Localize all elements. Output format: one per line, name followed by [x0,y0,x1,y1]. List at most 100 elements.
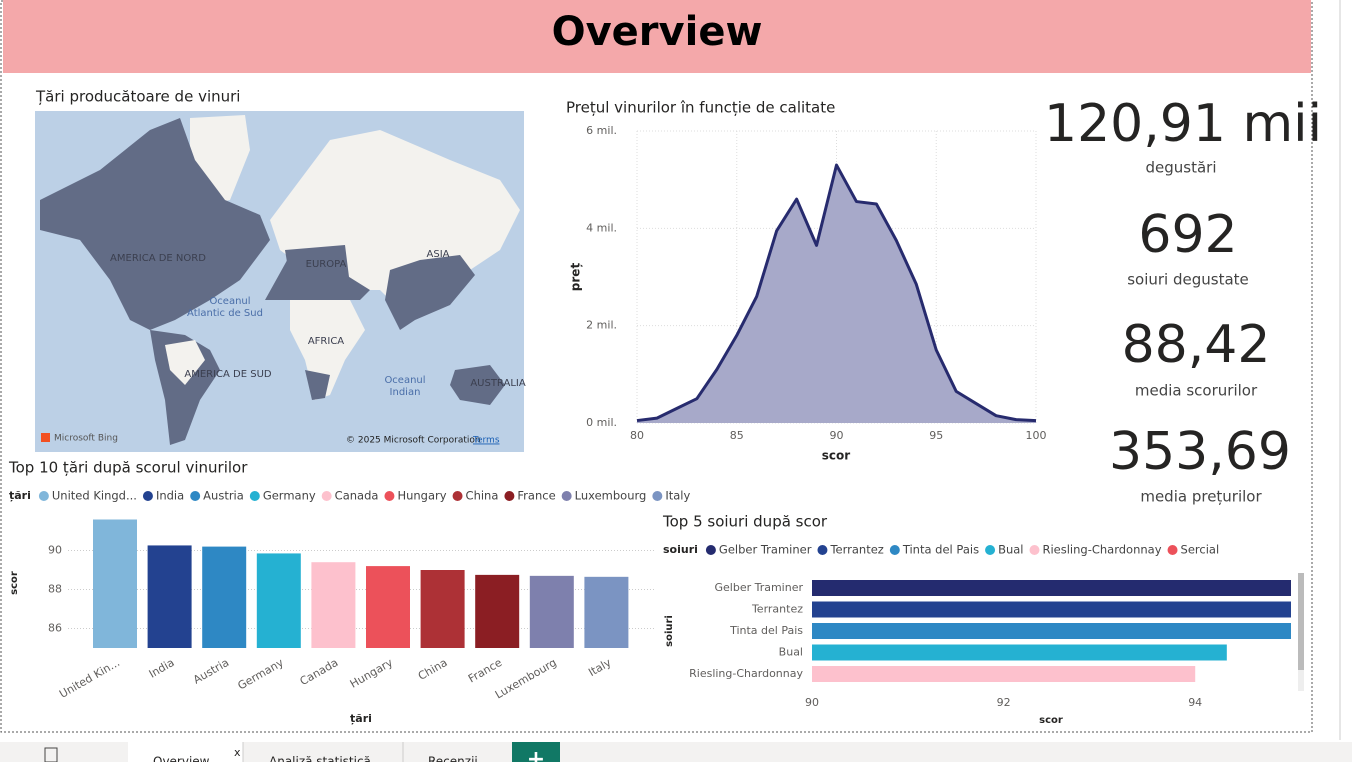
page-icon[interactable] [44,747,58,762]
legend-marker [561,491,572,501]
bar [812,601,1291,618]
legend-label: Canada [335,489,379,503]
legend-marker [504,491,515,501]
y-tick-label: 4 mil. [586,221,617,234]
tab-label[interactable]: Recenzii [428,755,478,762]
bar [311,562,356,648]
y-tick-label: 6 mil. [586,124,617,137]
legend-marker [452,491,463,501]
y-tick-label: 90 [48,544,62,557]
kpi-label: degustări [1145,159,1216,177]
map-land [165,340,205,385]
bar [812,644,1227,661]
legend-label: Bual [998,543,1023,557]
map-label: EUROPA [306,259,347,270]
kpi-value: 88,42 [1122,315,1271,375]
legend-marker [705,545,716,555]
kpi-label: media scorurilor [1135,382,1258,400]
map-label: Oceanul [384,375,425,386]
area-line [636,163,1037,423]
map-producer-land [40,118,270,330]
legend-marker [817,545,828,555]
bar [147,545,192,648]
map-label: AFRICA [308,336,344,347]
x-tick-label: 94 [1188,696,1202,709]
x-axis-title: scor [1039,715,1063,726]
legend-label: Sercial [1181,543,1220,557]
legend-marker [321,491,332,501]
area-fill [637,165,1036,424]
add-page-button[interactable] [512,742,560,762]
page-title: Overview [552,9,763,55]
legend-label: China [466,489,499,503]
legend-marker [985,545,996,555]
header-band [3,0,1311,73]
map-terms[interactable]: Terms [472,436,500,446]
map-copyright: © 2025 Microsoft Corporation [346,436,481,446]
map[interactable]: AMERICA DE NORD EUROPA ASIA Oceanul Atla… [35,111,526,452]
scrollbar-thumb[interactable] [1298,573,1304,670]
tab-label[interactable]: Analiză statistică [269,755,371,762]
bar [93,519,137,648]
tab-close[interactable]: x [234,746,241,759]
y-tick-label: Gelber Traminer [714,581,803,594]
y-tick-label: Tinta del Pais [729,624,803,637]
bar [256,553,301,648]
x-tick-label: 100 [1026,429,1047,442]
x-tick-label: 95 [929,429,943,442]
legend-marker [889,545,900,555]
legend-label: France [517,489,555,503]
legend-label: Luxembourg [575,489,647,503]
x-tick-label: 92 [997,696,1011,709]
map-producer-land [305,370,330,400]
legend-marker [38,491,49,501]
tab-bar [0,742,1352,762]
x-axis-title: scor [822,449,851,463]
chart-title: Top 5 soiuri după scor [662,513,828,531]
legend-label: Italy [665,489,690,503]
kpi-value: 353,69 [1109,422,1291,482]
bar [812,666,1196,682]
legend-marker [190,491,201,501]
legend-label: India [156,489,184,503]
map-label: Indian [390,387,421,398]
bar [812,580,1291,596]
bar [420,570,465,648]
bing-logo [41,433,50,442]
bar [475,574,520,648]
legend-title: soiuri [663,543,698,556]
add-page-icon[interactable]: + [527,747,545,762]
map-producer-land [450,365,505,405]
tab-label[interactable]: Overview [153,755,210,762]
legend-label: Hungary [397,489,446,503]
x-tick-label: 90 [805,696,819,709]
y-tick-label: 0 mil. [586,416,617,429]
chart-title: Top 10 țări după scorul vinurilor [8,459,248,477]
bar [529,575,574,648]
tab-active[interactable] [128,742,243,762]
legend-marker [384,491,395,501]
x-tick-label: 80 [630,429,644,442]
y-tick-label: Riesling-Chardonnay [689,667,803,680]
legend-label: Tinta del Pais [902,543,979,557]
legend-marker [1029,545,1040,555]
kpi-value: 692 [1138,205,1237,265]
map-producer-land [285,245,350,290]
y-axis-title: soiuri [664,615,675,647]
y-tick-label: Bual [779,646,803,659]
legend-label: United Kingd... [52,489,137,503]
map-label: AUSTRALIA [470,378,526,389]
legend-marker [249,491,260,501]
map-label: Atlantic de Sud [187,308,263,319]
bar [202,546,247,648]
legend-label: Riesling-Chardonnay [1042,543,1161,557]
kpi-label: media prețurilor [1140,488,1262,506]
y-axis-title: preț [569,263,583,292]
bar [366,566,410,648]
x-tick-label: 90 [830,429,844,442]
bar [584,576,629,648]
bar [812,623,1291,639]
y-tick-label: 2 mil. [586,319,617,332]
map-label: AMERICA DE SUD [184,369,272,380]
